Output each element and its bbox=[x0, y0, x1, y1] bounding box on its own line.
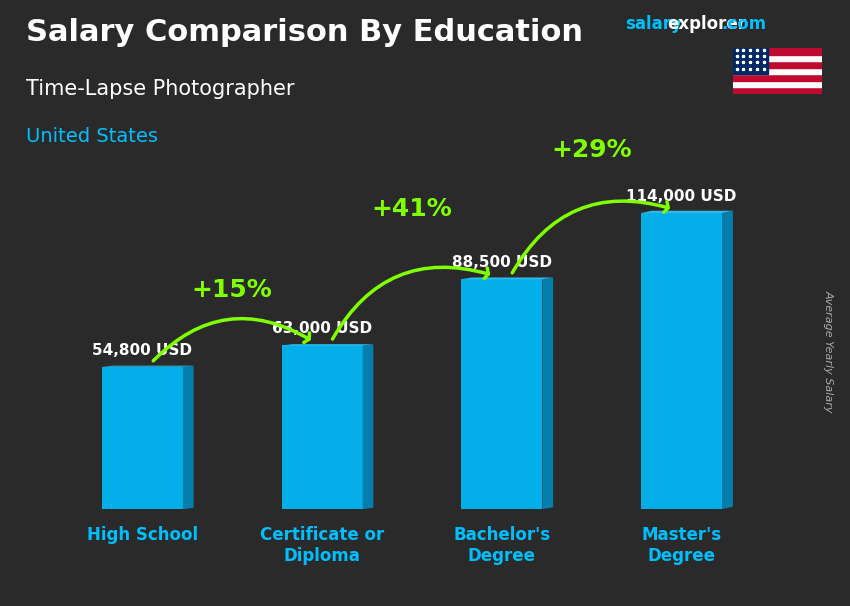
Text: Salary Comparison By Education: Salary Comparison By Education bbox=[26, 18, 582, 47]
Text: +41%: +41% bbox=[371, 197, 452, 221]
Text: Time-Lapse Photographer: Time-Lapse Photographer bbox=[26, 79, 294, 99]
Bar bbox=[733, 48, 822, 55]
Bar bbox=[733, 55, 822, 61]
Text: 54,800 USD: 54,800 USD bbox=[93, 342, 192, 358]
Text: Average Yearly Salary: Average Yearly Salary bbox=[824, 290, 834, 413]
Bar bbox=[733, 87, 822, 94]
Bar bbox=[733, 75, 822, 81]
Text: salary: salary bbox=[625, 15, 682, 33]
Polygon shape bbox=[641, 213, 722, 509]
Text: .com: .com bbox=[721, 15, 766, 33]
Polygon shape bbox=[722, 211, 733, 509]
Polygon shape bbox=[102, 365, 194, 367]
Polygon shape bbox=[363, 344, 373, 509]
Text: +15%: +15% bbox=[192, 278, 273, 302]
Text: United States: United States bbox=[26, 127, 157, 146]
Polygon shape bbox=[542, 278, 553, 509]
Polygon shape bbox=[462, 278, 553, 279]
Bar bbox=[733, 61, 822, 68]
Bar bbox=[733, 81, 822, 87]
Text: 88,500 USD: 88,500 USD bbox=[452, 255, 552, 270]
Text: explorer: explorer bbox=[667, 15, 746, 33]
Text: 114,000 USD: 114,000 USD bbox=[626, 189, 737, 204]
Polygon shape bbox=[281, 344, 373, 345]
Polygon shape bbox=[281, 345, 363, 509]
Polygon shape bbox=[462, 279, 542, 509]
Text: +29%: +29% bbox=[552, 138, 632, 162]
Text: 63,000 USD: 63,000 USD bbox=[272, 321, 372, 336]
Bar bbox=[733, 68, 822, 75]
Bar bbox=[733, 48, 768, 75]
Polygon shape bbox=[641, 211, 733, 213]
Polygon shape bbox=[183, 365, 194, 509]
Polygon shape bbox=[102, 367, 183, 509]
